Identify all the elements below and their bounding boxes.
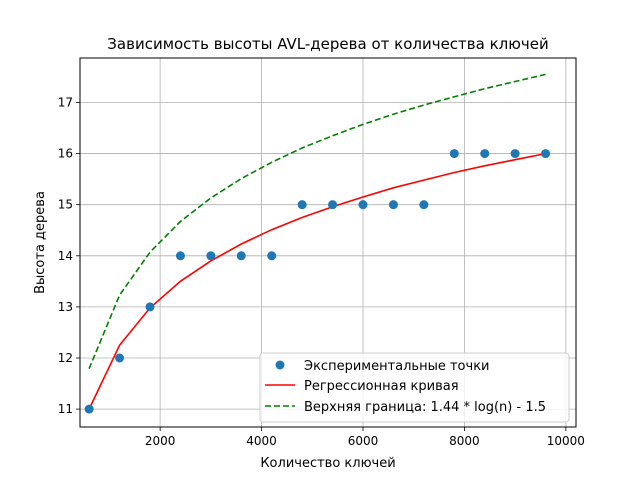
data-point (267, 251, 277, 261)
data-point (510, 149, 520, 159)
grid (80, 58, 576, 427)
legend-box (259, 352, 570, 423)
legend-marker-experimental (275, 360, 285, 370)
plot-series (84, 73, 551, 414)
x-tick-label: 6000 (348, 434, 379, 448)
y-tick-label: 16 (58, 147, 73, 161)
series-line-1 (88, 152, 546, 410)
data-point (115, 353, 125, 363)
plot-frame (79, 57, 577, 428)
y-axis-label: Высота дерева (33, 191, 48, 294)
data-point (541, 149, 551, 159)
legend-label-experimental: Экспериментальные точки (304, 359, 490, 374)
data-point (480, 149, 490, 159)
data-point (84, 404, 94, 414)
x-tick-label: 4000 (246, 434, 277, 448)
y-tick-label: 11 (58, 402, 73, 416)
legend-label-regression: Регрессионная кривая (304, 379, 459, 394)
data-point (328, 200, 338, 210)
data-point (419, 200, 429, 210)
y-tick-label: 14 (58, 249, 73, 263)
data-point (388, 200, 398, 210)
y-tick-label: 13 (58, 300, 73, 314)
series-line-2 (88, 73, 546, 370)
data-point (175, 251, 185, 261)
x-tick-label: 8000 (449, 434, 480, 448)
y-tick-label: 15 (58, 198, 73, 212)
x-tick-label: 10000 (547, 434, 585, 448)
data-point (358, 200, 368, 210)
x-axis-label: Количество ключей (260, 456, 395, 471)
data-point (145, 302, 155, 312)
y-tick-label: 12 (58, 351, 73, 365)
legend-label-upper-bound: Верхняя граница: 1.44 * log(n) - 1.5 (304, 400, 546, 415)
data-point (449, 149, 459, 159)
chart-title: Зависимость высоты AVL-дерева от количес… (107, 35, 548, 53)
axis-ticks: 2000 4000 6000 8000 10000 11 12 13 14 15 16 17 (58, 95, 585, 448)
y-tick-label: 17 (58, 95, 73, 109)
data-point (236, 251, 246, 261)
x-tick-label: 2000 (145, 434, 176, 448)
data-point (297, 200, 307, 210)
legend: Экспериментальные точки Регрессионная кр… (259, 352, 570, 423)
data-point (206, 251, 216, 261)
